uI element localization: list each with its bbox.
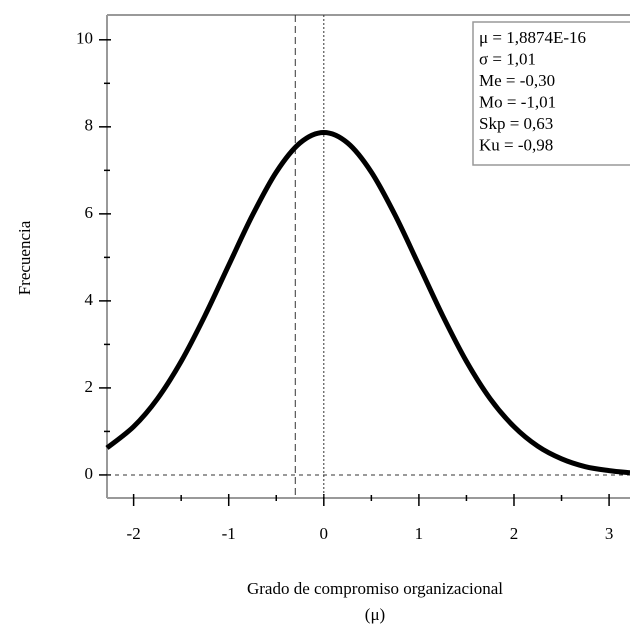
x-tick-label: 0: [320, 524, 329, 543]
y-tick-label: 0: [85, 464, 94, 483]
stats-text: Mo = -1,01: [479, 92, 556, 111]
x-tick-label: 3: [605, 524, 614, 543]
x-axis-label: (μ): [365, 605, 385, 624]
stats-text: Skp = 0,63: [479, 114, 553, 133]
stats-text: σ = 1,01: [479, 49, 536, 68]
y-tick-label: 8: [85, 116, 94, 135]
y-tick-label: 4: [85, 290, 94, 309]
stats-box: [472, 21, 630, 166]
x-axis-label: Grado de compromiso organizacional: [247, 579, 503, 598]
x-tick-label: -2: [127, 524, 141, 543]
x-tick-label: 1: [415, 524, 424, 543]
stats-text: Ku = -0,98: [479, 135, 553, 154]
y-axis-label: Frecuencia: [15, 220, 34, 295]
y-tick-label: 6: [85, 203, 94, 222]
x-tick-label: -1: [222, 524, 236, 543]
x-tick-label: 2: [510, 524, 519, 543]
y-tick-label: 2: [85, 377, 94, 396]
curve: [105, 129, 630, 476]
y-tick-label: 10: [76, 29, 93, 48]
stats-text: Me = -0,30: [479, 71, 555, 90]
stats-text: μ = 1,8874E-16: [479, 28, 586, 47]
